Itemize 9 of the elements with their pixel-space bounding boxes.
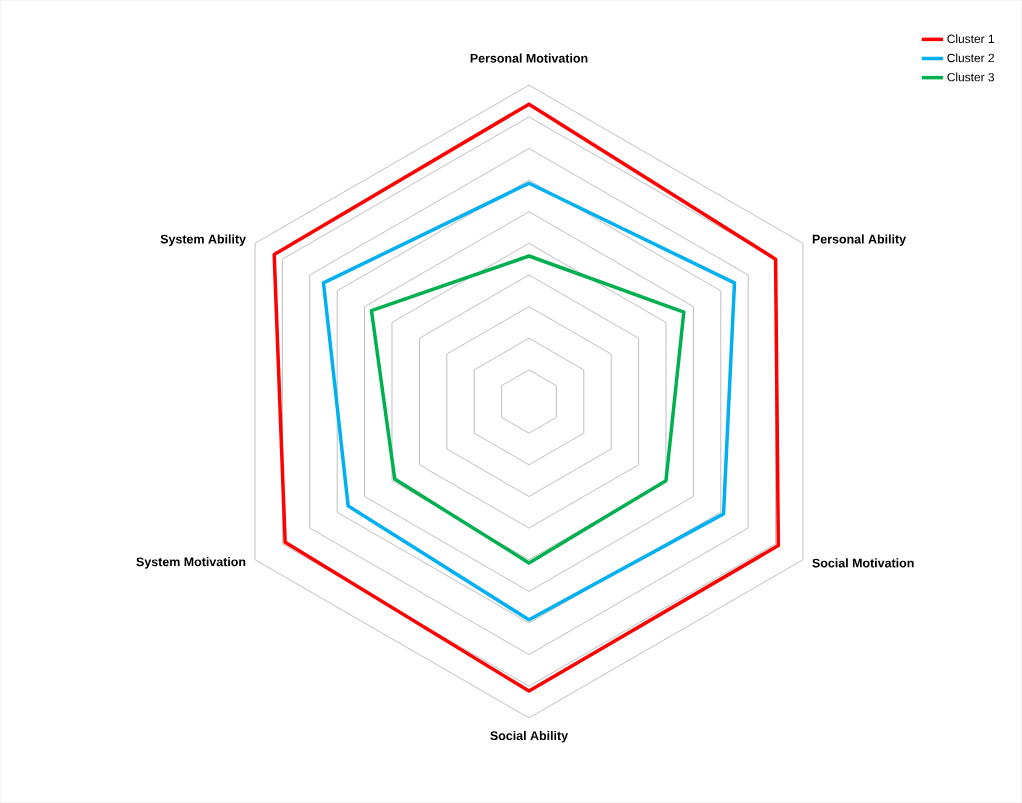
spoke-label: System Ability: [160, 234, 246, 246]
legend-label: Cluster 3: [947, 72, 995, 82]
spoke-label: System Motivation: [136, 557, 246, 569]
legend-label: Cluster 2: [947, 53, 994, 63]
spoke-label: Social Motivation: [812, 558, 914, 568]
spoke-label: Personal Ability: [812, 234, 906, 246]
legend-label: Cluster 1: [947, 34, 994, 44]
spoke-label: Social Ability: [490, 730, 569, 743]
spoke-label: Personal Motivation: [470, 53, 588, 63]
